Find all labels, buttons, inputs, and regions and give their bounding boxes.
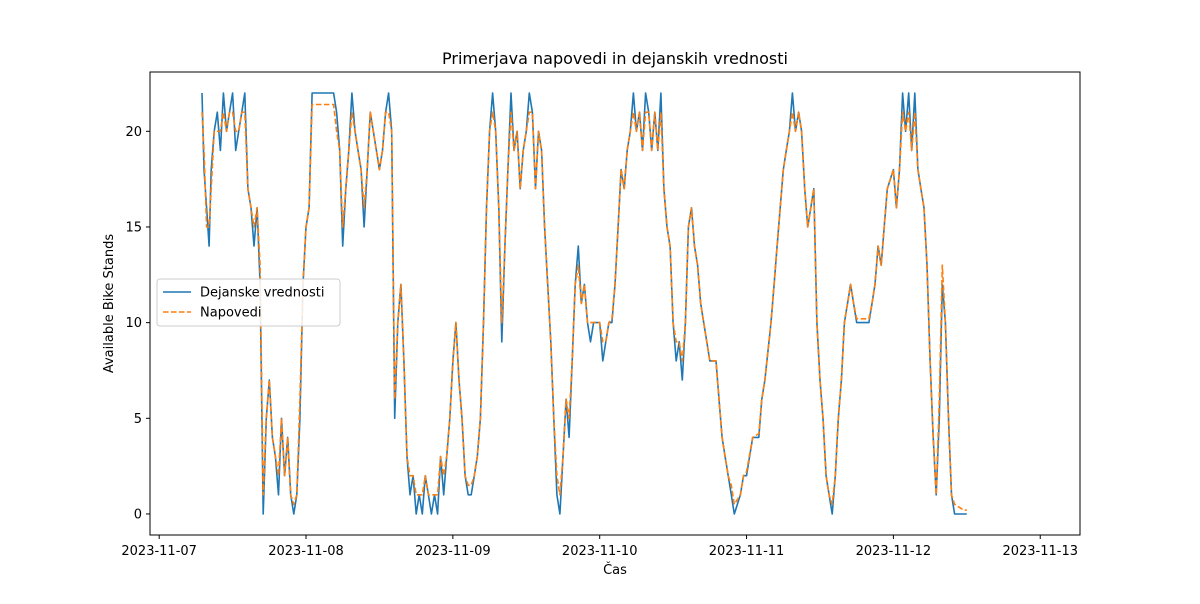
y-axis: 0 5 10 15 20 — [125, 125, 150, 522]
x-tick-label: 2023-11-12 — [856, 544, 932, 559]
y-tick-label: 15 — [125, 220, 142, 235]
series-line-1 — [201, 103, 967, 511]
chart-title: Primerjava napovedi in dejanskih vrednos… — [442, 49, 788, 68]
x-axis-label: Čas — [603, 562, 627, 578]
y-tick-label: 5 — [134, 412, 142, 427]
x-tick-label: 2023-11-09 — [415, 544, 491, 559]
plot-area — [201, 92, 967, 515]
x-axis: 2023-11-07 2023-11-08 2023-11-09 2023-11-10… — [121, 535, 1078, 559]
x-tick-label: 2023-11-07 — [121, 544, 197, 559]
axes-frame — [149, 71, 1081, 536]
legend: Dejanske vrednosti Napovedi — [156, 278, 341, 327]
x-tick-label: 2023-11-10 — [562, 544, 638, 559]
legend-label-1: Napovedi — [200, 306, 261, 321]
y-axis-label: Available Bike Stands — [102, 234, 117, 374]
legend-label-0: Dejanske vrednosti — [200, 286, 324, 301]
x-tick-label: 2023-11-11 — [709, 544, 785, 559]
x-tick-label: 2023-11-13 — [1002, 544, 1078, 559]
x-tick-label: 2023-11-08 — [268, 544, 344, 559]
legend-box — [156, 278, 341, 327]
y-tick-label: 10 — [125, 316, 142, 331]
y-tick-label: 0 — [134, 507, 142, 522]
y-tick-label: 20 — [125, 125, 142, 140]
